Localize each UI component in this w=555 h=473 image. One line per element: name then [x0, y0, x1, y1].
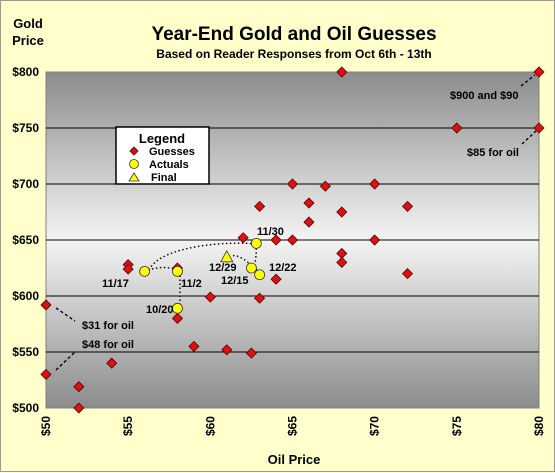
legend-title: Legend — [139, 131, 185, 146]
guess-point — [237, 232, 249, 244]
guess-point — [319, 180, 331, 192]
label-12-29: 12/29 — [209, 262, 237, 274]
x-tick-label: $50 — [39, 416, 53, 436]
x-axis-label: Oil Price — [268, 452, 321, 467]
guess-point — [245, 347, 257, 359]
guess-point — [286, 234, 299, 246]
guess-point — [286, 178, 299, 190]
guess-point — [188, 340, 200, 352]
guess-point — [122, 263, 134, 275]
label-10-20: 10/20 — [146, 304, 174, 316]
actual-point — [172, 302, 183, 314]
label-12-15: 12/15 — [221, 275, 249, 287]
x-tick-label: $75 — [450, 416, 464, 436]
y-axis-label-line2: Price — [12, 33, 44, 48]
guess-point — [73, 402, 85, 414]
y-tick-label: $800 — [12, 65, 39, 79]
guess-point — [270, 273, 282, 285]
guess-point — [451, 122, 463, 134]
arrow-31-for-oil — [55, 307, 76, 322]
y-tick-label: $700 — [12, 177, 39, 191]
legend-actuals-marker — [129, 159, 139, 169]
x-tick-label: $80 — [532, 416, 546, 436]
y-tick-label: $750 — [12, 121, 39, 135]
legend-final-marker — [128, 172, 140, 182]
guess-point — [369, 178, 381, 190]
label-11-2: 11/2 — [181, 278, 202, 290]
legend-guesses-marker — [129, 146, 139, 156]
guess-point — [303, 197, 315, 209]
y-tick-label: $550 — [12, 345, 39, 359]
y-axis-label-line1: Gold — [13, 16, 43, 31]
guess-point — [40, 368, 52, 380]
guess-point — [73, 381, 85, 393]
y-tick-label: $600 — [12, 289, 39, 303]
legend-actuals-label: Actuals — [149, 159, 189, 171]
y-tick-label: $500 — [12, 401, 39, 415]
guess-point — [40, 299, 52, 311]
guess-point — [270, 234, 282, 246]
chart-title: Year-End Gold and Oil Guesses — [151, 24, 436, 45]
actual-labels: 11/17 11/2 10/20 11/30 12/15 12/22 12/29 — [102, 226, 297, 316]
legend-final-label: Final — [151, 172, 177, 184]
guess-point — [106, 357, 118, 369]
guess-point — [533, 122, 545, 134]
label-11-17: 11/17 — [102, 278, 129, 290]
connector-11-17-to-11-30 — [148, 242, 257, 271]
actual-point — [254, 269, 266, 281]
annotation-85-for-oil: $85 for oil — [467, 147, 519, 159]
guess-point — [336, 206, 348, 218]
x-tick-label: $65 — [286, 416, 300, 436]
actual-point — [139, 265, 151, 277]
guess-point — [171, 312, 184, 324]
guess-point — [204, 291, 216, 303]
x-tick-label: $70 — [368, 416, 382, 436]
chart-subtitle: Based on Reader Responses from Oct 6th -… — [156, 47, 431, 61]
annotations: $900 and $90 $85 for oil $31 for oil $48… — [82, 90, 519, 351]
legend-box — [115, 126, 210, 185]
guess-point — [401, 268, 414, 280]
guess-point — [336, 256, 348, 268]
actual-point — [172, 265, 183, 277]
guess-point — [401, 200, 414, 212]
label-12-22: 12/22 — [269, 262, 297, 274]
actual-point — [246, 262, 257, 274]
guess-point — [336, 66, 348, 78]
guess-point — [533, 66, 545, 78]
arrow-900-and-90 — [520, 74, 536, 87]
annotation-arrows — [55, 74, 537, 371]
guess-point — [221, 344, 233, 356]
arrow-48-for-oil — [55, 351, 76, 371]
label-11-30: 11/30 — [257, 226, 284, 238]
x-tick-labels: $50 $55 $60 $65 $70 $75 $80 — [39, 416, 546, 436]
guess-point — [369, 234, 381, 246]
guess-point — [254, 200, 266, 212]
annotation-31-for-oil: $31 for oil — [82, 320, 134, 332]
guess-point — [303, 216, 315, 228]
y-tick-labels: $500 $550 $600 $650 $700 $750 $800 — [12, 65, 39, 415]
annotation-900-and-90: $900 and $90 — [450, 90, 519, 102]
final-point — [220, 249, 234, 263]
y-tick-label: $650 — [12, 233, 39, 247]
guess-point — [254, 292, 266, 304]
legend: Legend Guesses Actuals Final — [115, 126, 210, 185]
actual-point — [250, 237, 262, 249]
data-marks — [40, 66, 545, 414]
x-tick-label: $55 — [121, 416, 135, 436]
legend-guesses-label: Guesses — [149, 146, 195, 158]
x-tick-label: $60 — [203, 416, 217, 436]
annotation-48-for-oil: $48 for oil — [82, 339, 134, 351]
